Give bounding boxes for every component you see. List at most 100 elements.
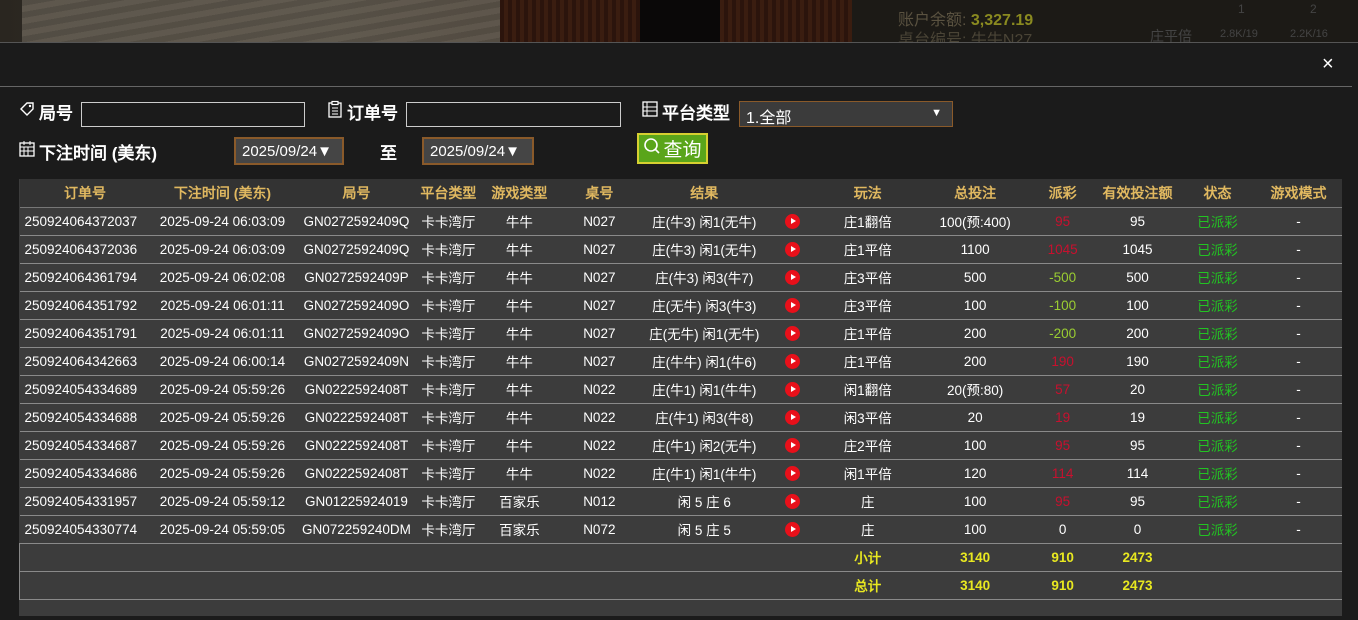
play-video-icon[interactable]	[785, 493, 801, 509]
column-header[interactable]: 游戏模式	[1254, 179, 1342, 208]
cell-bet-time: 2025-09-24 06:03:09	[150, 235, 295, 264]
column-header[interactable]: 局号	[294, 179, 419, 208]
calendar-icon	[18, 140, 36, 163]
cell-play[interactable]	[770, 515, 816, 544]
cell-result: 庄(牛1) 闲3(牛8)	[638, 403, 771, 432]
column-header[interactable]: 下注时间 (美东)	[150, 179, 295, 208]
play-video-icon[interactable]	[785, 437, 801, 453]
cell-play[interactable]	[770, 459, 816, 488]
column-header[interactable]: 游戏类型	[478, 179, 561, 208]
play-video-icon[interactable]	[785, 409, 801, 425]
cell-total-bet: 100	[920, 291, 1031, 320]
table-row[interactable]: 250924064351791 2025-09-24 06:01:11 GN0272…	[19, 319, 1342, 348]
cell-table-no: N072	[560, 515, 639, 544]
table-row[interactable]: 250924054330774 2025-09-24 05:59:05 GN0722…	[19, 515, 1342, 544]
cell-game-mode: -	[1254, 291, 1342, 320]
play-video-icon[interactable]	[785, 269, 801, 285]
column-header[interactable]: 派彩	[1030, 179, 1096, 208]
play-video-icon[interactable]	[785, 297, 801, 313]
close-button[interactable]: ×	[1322, 53, 1334, 75]
column-header[interactable]: 有效投注额	[1095, 179, 1181, 208]
cell-play[interactable]	[770, 375, 816, 404]
column-header[interactable]: 平台类型	[418, 179, 479, 208]
query-button[interactable]: 查询	[637, 133, 708, 164]
cell-status: 已派彩	[1180, 319, 1255, 348]
cell-play[interactable]	[770, 403, 816, 432]
cell-table-no: N027	[560, 207, 639, 236]
round-input[interactable]	[81, 102, 305, 127]
table-row[interactable]: 250924064351792 2025-09-24 06:01:11 GN0272…	[19, 291, 1342, 320]
cell-play[interactable]	[770, 207, 816, 236]
column-header[interactable]: 订单号	[19, 179, 151, 208]
order-input[interactable]	[406, 102, 621, 127]
cell-play[interactable]	[770, 291, 816, 320]
cell-game-mode: -	[1254, 319, 1342, 348]
table-row[interactable]: 250924064372037 2025-09-24 06:03:09 GN0272…	[19, 207, 1342, 236]
cell-order-no: 250924064351792	[19, 291, 151, 320]
cell-bet-time: 2025-09-24 06:03:09	[150, 207, 295, 236]
game-background: 账户余额: 3,327.19 桌台编号: 牛牛N27 1 2 庄平倍 2.8K/…	[0, 0, 1358, 42]
cell-play[interactable]	[770, 319, 816, 348]
play-video-icon[interactable]	[785, 325, 801, 341]
subtotal-total-bet: 3140	[920, 543, 1031, 572]
cell-platform: 卡卡湾厅	[418, 235, 479, 264]
table-row[interactable]: 250924054334688 2025-09-24 05:59:26 GN0222…	[19, 403, 1342, 432]
cell-payout: 57	[1030, 375, 1096, 404]
column-header[interactable]: 桌号	[560, 179, 639, 208]
cell-status: 已派彩	[1180, 515, 1255, 544]
column-header[interactable]: 结果	[638, 179, 771, 208]
cell-play[interactable]	[770, 347, 816, 376]
cell-result: 庄(牛3) 闲1(无牛)	[638, 235, 771, 264]
platform-label: 平台类型	[641, 99, 730, 124]
table-row[interactable]: 250924064361794 2025-09-24 06:02:08 GN0272…	[19, 263, 1342, 292]
order-label: 订单号	[326, 99, 398, 124]
play-video-icon[interactable]	[785, 213, 801, 229]
round-label: 局号	[18, 99, 73, 124]
search-icon	[643, 137, 661, 161]
cell-payout: 0	[1030, 515, 1096, 544]
cell-result: 庄(无牛) 闲3(牛3)	[638, 291, 771, 320]
cell-valid-bet: 0	[1095, 515, 1181, 544]
cell-payout: 114	[1030, 459, 1096, 488]
table-row[interactable]: 250924054334687 2025-09-24 05:59:26 GN0222…	[19, 431, 1342, 460]
cell-payout: 1045	[1030, 235, 1096, 264]
play-video-icon[interactable]	[785, 381, 801, 397]
platform-select[interactable]: 1.全部 ▼	[739, 101, 953, 127]
column-header[interactable]	[770, 179, 816, 208]
cell-status: 已派彩	[1180, 263, 1255, 292]
cell-round-no: GN0272592409O	[294, 319, 419, 348]
cell-play[interactable]	[770, 487, 816, 516]
table-number: 桌台编号: 牛牛N27	[898, 32, 1033, 42]
play-video-icon[interactable]	[785, 521, 801, 537]
cell-bet-type: 庄2平倍	[815, 431, 921, 460]
column-header[interactable]: 总投注	[920, 179, 1031, 208]
play-video-icon[interactable]	[785, 241, 801, 257]
play-video-icon[interactable]	[785, 465, 801, 481]
cell-valid-bet: 20	[1095, 375, 1181, 404]
cell-total-bet: 100(预:400)	[920, 207, 1031, 236]
date-to-picker[interactable]: 2025/09/24▼	[422, 137, 534, 165]
cell-status: 已派彩	[1180, 459, 1255, 488]
cell-valid-bet: 19	[1095, 403, 1181, 432]
table-row[interactable]: 250924054334686 2025-09-24 05:59:26 GN0222…	[19, 459, 1342, 488]
column-header[interactable]: 状态	[1180, 179, 1255, 208]
cell-valid-bet: 200	[1095, 319, 1181, 348]
column-header[interactable]: 玩法	[815, 179, 921, 208]
table-header: 订单号 下注时间 (美东) 局号 平台类型 游戏类型 桌号 结果 玩法 总投注 派彩 有效投注额 状态…	[19, 179, 1342, 208]
cell-play[interactable]	[770, 235, 816, 264]
cell-platform: 卡卡湾厅	[418, 403, 479, 432]
cell-round-no: GN0272592409P	[294, 263, 419, 292]
cell-play[interactable]	[770, 431, 816, 460]
cell-round-no: GN0222592408T	[294, 403, 419, 432]
cell-bet-time: 2025-09-24 06:00:14	[150, 347, 295, 376]
cell-round-no: GN0272592409N	[294, 347, 419, 376]
table-row[interactable]: 250924054334689 2025-09-24 05:59:26 GN0222…	[19, 375, 1342, 404]
table-row[interactable]: 250924064342663 2025-09-24 06:00:14 GN0272…	[19, 347, 1342, 376]
date-from-picker[interactable]: 2025/09/24▼	[234, 137, 344, 165]
cell-game-type: 百家乐	[478, 487, 561, 516]
table-row[interactable]: 250924054331957 2025-09-24 05:59:12 GN0122…	[19, 487, 1342, 516]
table-row[interactable]: 250924064372036 2025-09-24 06:03:09 GN0272…	[19, 235, 1342, 264]
cell-order-no: 250924054330774	[19, 515, 151, 544]
play-video-icon[interactable]	[785, 353, 801, 369]
cell-play[interactable]	[770, 263, 816, 292]
